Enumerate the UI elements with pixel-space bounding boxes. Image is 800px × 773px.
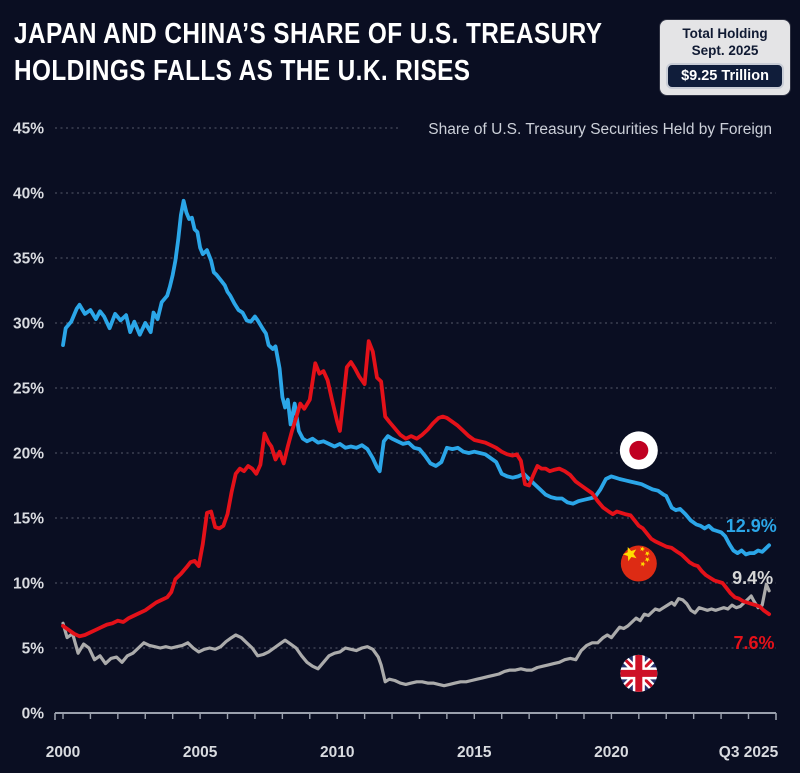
y-tick-label: 5% xyxy=(22,641,45,658)
page-title-line2: HOLDINGS FALLS AS THE U.K. RISES xyxy=(14,55,471,87)
chart-subtitle: Share of U.S. Treasury Securities Held b… xyxy=(428,121,772,138)
subtitle-mask xyxy=(398,115,784,141)
x-tick-label: Q3 2025 xyxy=(719,744,779,761)
x-tick-label: 2000 xyxy=(46,744,80,761)
y-tick-label: 35% xyxy=(13,251,44,268)
series-line-china xyxy=(61,339,771,639)
x-axis: 2000 2005 2010 2015 2020 Q3 2025 xyxy=(46,712,779,761)
y-tick-label: 20% xyxy=(13,446,44,463)
end-label-japan: 12.9% xyxy=(726,516,777,536)
series-line-united-kingdom xyxy=(61,582,771,688)
star-shape xyxy=(640,561,646,567)
total-holdings-date: Sept. 2025 xyxy=(691,43,759,58)
star-shape xyxy=(622,546,637,562)
end-label-united-kingdom: 9.4% xyxy=(732,568,773,588)
y-tick-label: 0% xyxy=(22,706,45,723)
x-tick-label: 2010 xyxy=(320,744,354,761)
y-tick-label: 15% xyxy=(13,511,44,528)
total-holdings-label: Total Holding xyxy=(682,26,768,41)
flag-uk-icon xyxy=(620,654,658,692)
y-tick-label: 25% xyxy=(13,381,44,398)
gridlines xyxy=(55,127,776,649)
y-tick-label: 30% xyxy=(13,316,44,333)
x-tick-label: 2020 xyxy=(594,744,628,761)
end-label-china: 7.6% xyxy=(733,633,774,653)
total-holdings-value: $9.25 Trillion xyxy=(666,63,784,89)
y-tick-label: 45% xyxy=(13,121,44,138)
series-line-japan xyxy=(61,198,771,557)
x-tick-label: 2015 xyxy=(457,744,492,761)
y-tick-label: 10% xyxy=(13,576,44,593)
x-tick-label: 2005 xyxy=(183,744,218,761)
y-axis-labels: 0% 5% 10% 15% 20% 25% 30% 35% 40% 45% xyxy=(13,121,44,723)
flag-china-icon xyxy=(620,545,657,582)
flag-japan-icon xyxy=(619,431,658,470)
star-shape xyxy=(640,546,646,552)
y-tick-label: 40% xyxy=(13,186,44,203)
star-shape xyxy=(644,557,651,563)
total-holdings-badge: Total Holding Sept. 2025 $9.25 Trillion xyxy=(660,20,790,95)
page-title: JAPAN AND CHINA’S SHARE OF U.S. TREASURY… xyxy=(14,16,602,90)
star-shape xyxy=(644,551,651,557)
page-title-line1: JAPAN AND CHINA’S SHARE OF U.S. TREASURY xyxy=(14,18,603,50)
